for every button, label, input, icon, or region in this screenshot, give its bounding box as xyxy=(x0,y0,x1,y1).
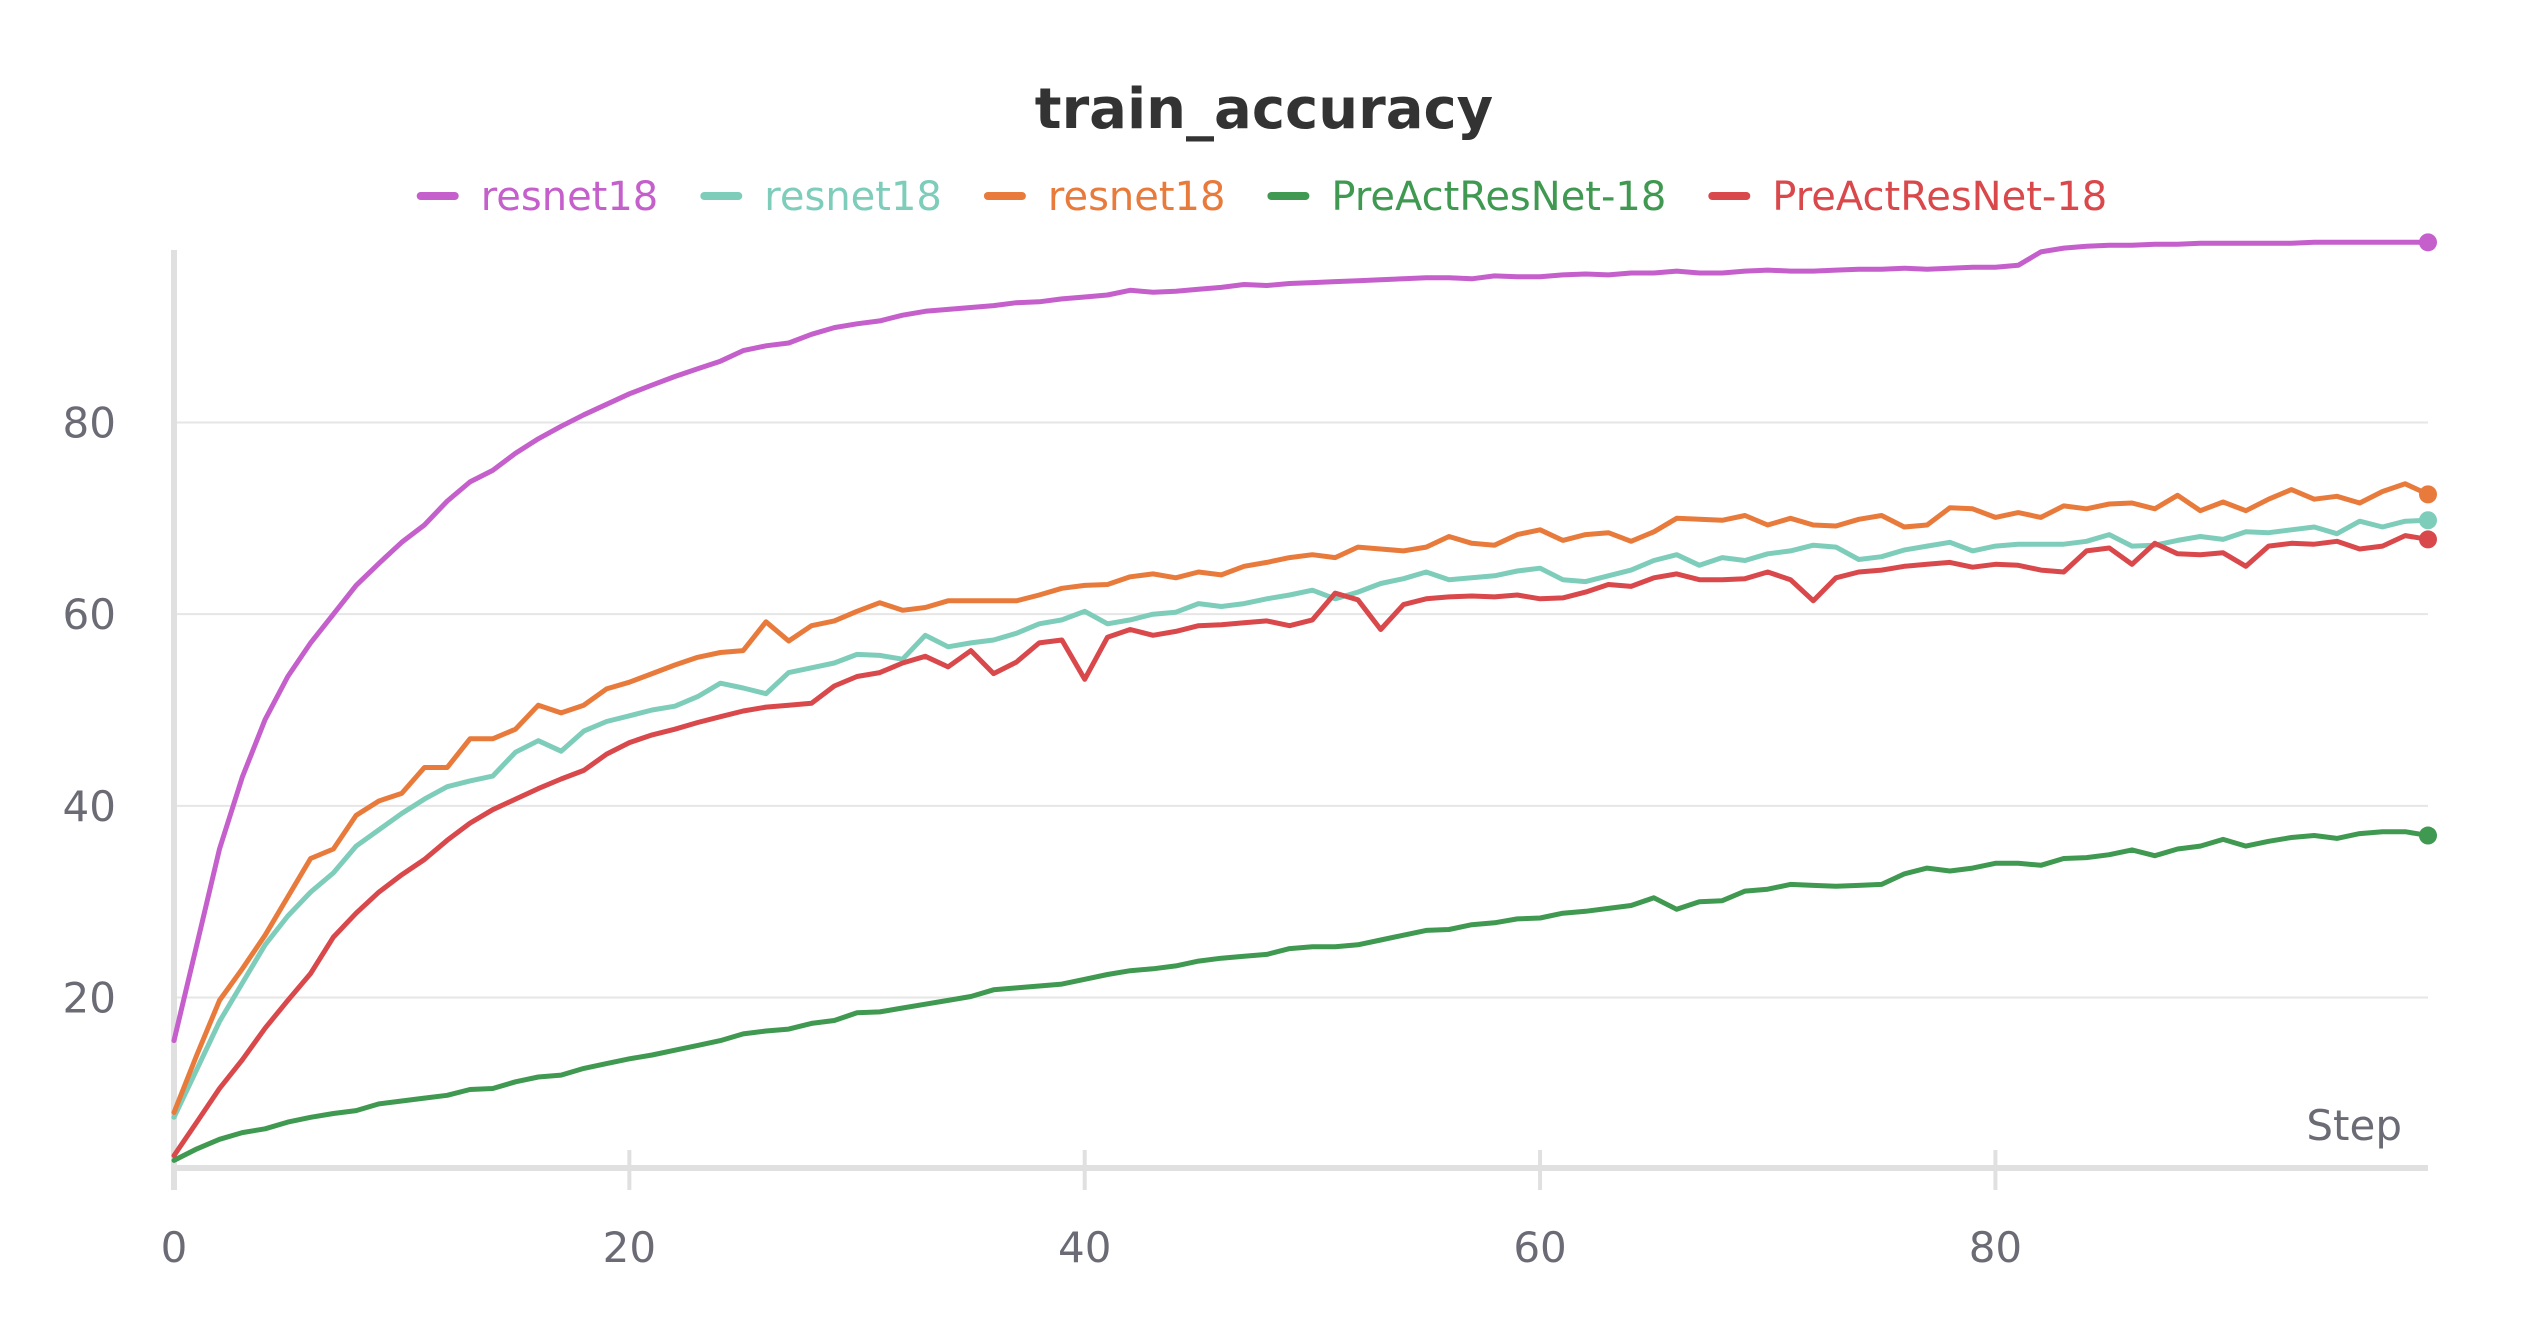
x-tick-label: 80 xyxy=(1969,1223,2022,1272)
legend-label: PreActResNet-18 xyxy=(1772,174,2107,220)
x-axis-title: Step xyxy=(2306,1101,2402,1150)
series-end-marker-3 xyxy=(2419,485,2437,504)
legend-item-2[interactable]: resnet18 xyxy=(700,174,942,220)
x-tick-label: 40 xyxy=(1058,1223,1111,1272)
chart-title: train_accuracy xyxy=(1035,77,1493,142)
legend-item-4[interactable]: PreActResNet-18 xyxy=(1267,174,1666,220)
axes xyxy=(171,250,2428,1190)
series-layer xyxy=(171,233,2437,1163)
x-tick-label: 0 xyxy=(161,1223,188,1272)
y-tick-label: 20 xyxy=(63,974,116,1023)
series-end-marker-2 xyxy=(2419,511,2437,530)
tick-labels: 20 40 60 80 0 20 40 60 80 xyxy=(63,399,2023,1273)
series-end-marker-4 xyxy=(2419,826,2437,845)
series-line-4 xyxy=(171,829,2431,1163)
series-line-1 xyxy=(171,239,2431,1044)
y-tick-label: 40 xyxy=(63,782,116,831)
legend-label: resnet18 xyxy=(1048,174,1226,220)
legend-label: resnet18 xyxy=(481,174,659,220)
series-line-2 xyxy=(171,517,2431,1120)
x-tick-label: 20 xyxy=(603,1223,656,1272)
legend-item-3[interactable]: resnet18 xyxy=(983,174,1226,220)
legend-item-5[interactable]: PreActResNet-18 xyxy=(1708,174,2107,220)
y-tick-label: 80 xyxy=(63,399,116,448)
series-line-3 xyxy=(171,481,2431,1115)
grid xyxy=(174,421,2428,999)
series-line-5 xyxy=(171,533,2431,1159)
legend-label: resnet18 xyxy=(764,174,942,220)
legend-item-1[interactable]: resnet18 xyxy=(416,174,659,220)
x-tick-label: 60 xyxy=(1513,1223,1566,1272)
series-end-marker-1 xyxy=(2419,233,2437,252)
legend-label: PreActResNet-18 xyxy=(1331,174,1666,220)
series-end-marker-5 xyxy=(2419,530,2437,549)
y-tick-label: 60 xyxy=(63,590,116,639)
legend: resnet18 resnet18 resnet18 PreActResNet-18 P… xyxy=(416,174,2107,220)
